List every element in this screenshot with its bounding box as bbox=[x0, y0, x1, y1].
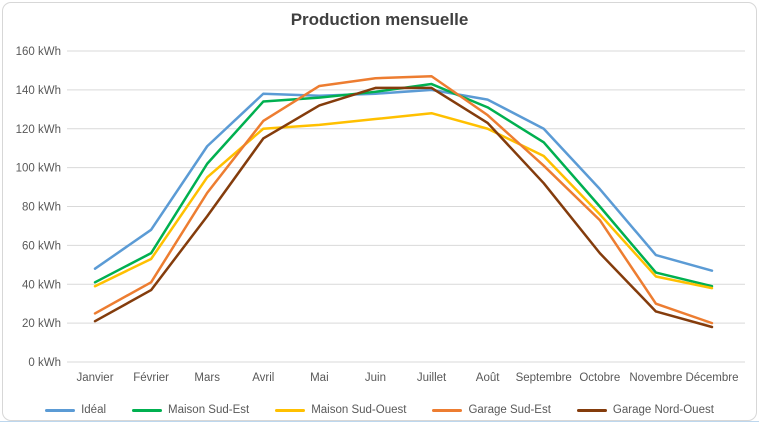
x-tick-label: Janvier bbox=[76, 372, 113, 384]
y-tick-label: 40 kWh bbox=[22, 279, 61, 291]
x-tick-label: Mars bbox=[194, 372, 220, 384]
legend-line-swatch bbox=[576, 408, 607, 412]
y-tick-label: 80 kWh bbox=[22, 202, 61, 214]
chart-legend: Idéal Maison Sud-Est Maison Sud-Ouest Garag… bbox=[0, 404, 759, 416]
worksheet-gridline bbox=[0, 421, 759, 422]
legend-label: Maison Sud-Est bbox=[168, 404, 250, 416]
series-line-maison-sud-ouest bbox=[93, 111, 714, 290]
legend-label: Garage Nord-Ouest bbox=[612, 404, 714, 416]
y-tick-label: 20 kWh bbox=[22, 318, 61, 330]
x-tick-label: Décembre bbox=[685, 372, 738, 384]
series-line-garage-nord-ouest bbox=[93, 86, 714, 329]
x-tick-label: Mai bbox=[310, 372, 329, 384]
legend-item-maison-sud-est[interactable]: Maison Sud-Est bbox=[132, 404, 249, 416]
legend-item-garage-sud-est[interactable]: Garage Sud-Est bbox=[432, 404, 551, 416]
series-line-maison-sud-est bbox=[93, 82, 714, 288]
x-tick-label: Août bbox=[476, 372, 500, 384]
y-tick-label: 140 kWh bbox=[16, 85, 61, 97]
legend-line-swatch bbox=[275, 408, 306, 412]
x-tick-label: Février bbox=[133, 372, 169, 384]
x-tick-label: Septembre bbox=[516, 372, 572, 384]
x-tick-label: Juillet bbox=[417, 372, 447, 384]
legend-label: Garage Sud-Est bbox=[468, 404, 551, 416]
legend-line-swatch bbox=[132, 408, 163, 412]
series-line-garage-sud-est bbox=[93, 75, 714, 325]
y-tick-label: 60 kWh bbox=[22, 240, 61, 252]
x-tick-label: Juin bbox=[365, 372, 386, 384]
legend-label: Maison Sud-Ouest bbox=[311, 404, 407, 416]
legend-item-id-al[interactable]: Idéal bbox=[45, 404, 106, 416]
legend-item-garage-nord-ouest[interactable]: Garage Nord-Ouest bbox=[576, 404, 714, 416]
x-tick-label: Octobre bbox=[579, 372, 620, 384]
y-tick-label: 120 kWh bbox=[16, 124, 61, 136]
x-tick-label: Novembre bbox=[629, 372, 682, 384]
x-tick-label: Avril bbox=[252, 372, 274, 384]
y-tick-label: 100 kWh bbox=[16, 163, 61, 175]
chart-frame bbox=[2, 2, 757, 421]
y-tick-label: 0 kWh bbox=[28, 357, 61, 369]
chart-title: Production mensuelle bbox=[290, 10, 469, 29]
series-line-id-al bbox=[93, 88, 714, 272]
legend-line-swatch bbox=[45, 408, 76, 412]
legend-line-swatch bbox=[432, 408, 463, 412]
legend-label: Idéal bbox=[81, 404, 107, 416]
y-tick-label: 160 kWh bbox=[16, 46, 61, 58]
legend-item-maison-sud-ouest[interactable]: Maison Sud-Ouest bbox=[275, 404, 406, 416]
